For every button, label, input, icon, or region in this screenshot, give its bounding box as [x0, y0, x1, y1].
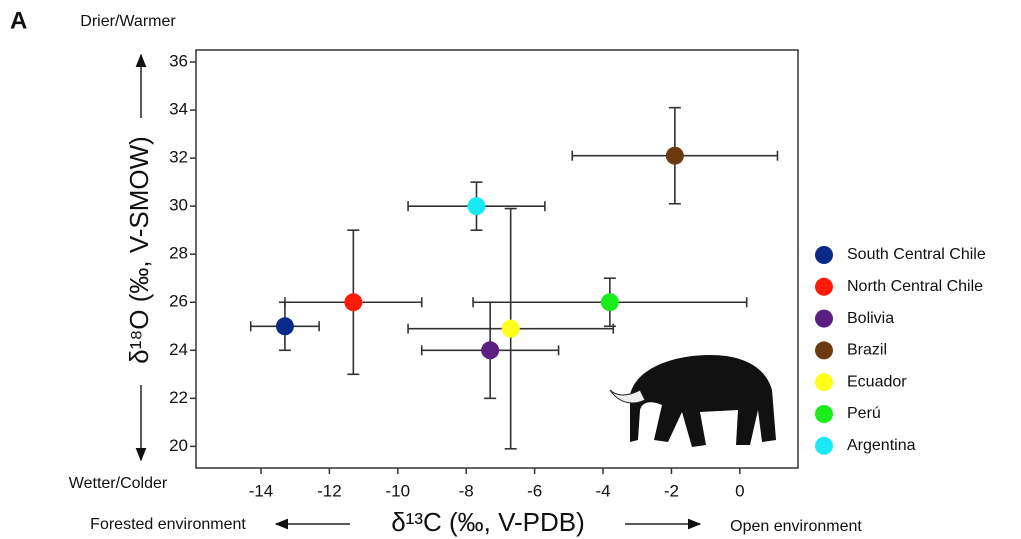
x-tick-label: -10 [386, 481, 411, 500]
point [481, 341, 500, 360]
annotation: Forested environment [90, 516, 246, 533]
legend-marker [815, 373, 833, 392]
annotation: Drier/Warmer [80, 13, 176, 30]
point [665, 146, 684, 165]
legend-label: North Central Chile [847, 278, 983, 295]
y-tick-label: 26 [169, 292, 188, 311]
plot-frame [195, 49, 799, 469]
legend-label: Argentina [847, 437, 916, 454]
legend-marker [815, 277, 833, 296]
x-tick-label: -12 [317, 481, 342, 500]
x-tick-label: -4 [595, 481, 610, 500]
y-tick-label: 24 [169, 340, 188, 359]
legend-label: Bolivia [847, 310, 894, 327]
x-tick-label: -2 [664, 481, 679, 500]
x-tick-label: 0 [735, 481, 744, 500]
annotation: Wetter/Colder [69, 475, 168, 492]
point [344, 293, 363, 312]
y-tick-label: 20 [169, 436, 188, 455]
legend-label: Brazil [847, 342, 887, 359]
legend-marker [815, 246, 833, 264]
point [501, 319, 520, 338]
legend-marker [815, 436, 833, 455]
legend-label: South Central Chile [847, 246, 986, 263]
x-axis-label: δ¹³C (‰, V-PDB) [391, 507, 585, 537]
legend-label: Perú [847, 405, 881, 422]
y-axis-label: δ¹⁸O (‰, V-SMOW) [124, 136, 154, 364]
legend-marker [815, 341, 833, 360]
y-tick-label: 30 [169, 196, 188, 215]
point [600, 293, 619, 312]
point [275, 317, 294, 336]
point [467, 197, 486, 216]
legend-marker [815, 309, 833, 328]
y-tick-label: 22 [169, 388, 188, 407]
panel-label: A [10, 7, 27, 34]
y-tick-label: 32 [169, 148, 188, 167]
x-tick-label: -14 [249, 481, 274, 500]
mammoth-silhouette [609, 355, 776, 447]
y-tick-label: 36 [169, 51, 188, 70]
legend-label: Ecuador [847, 373, 907, 390]
y-tick-label: 28 [169, 244, 188, 263]
annotation: Open environment [730, 518, 862, 535]
legend-marker [815, 405, 833, 423]
x-tick-label: -8 [459, 481, 474, 500]
x-tick-label: -6 [527, 481, 542, 500]
y-tick-label: 34 [169, 100, 188, 119]
